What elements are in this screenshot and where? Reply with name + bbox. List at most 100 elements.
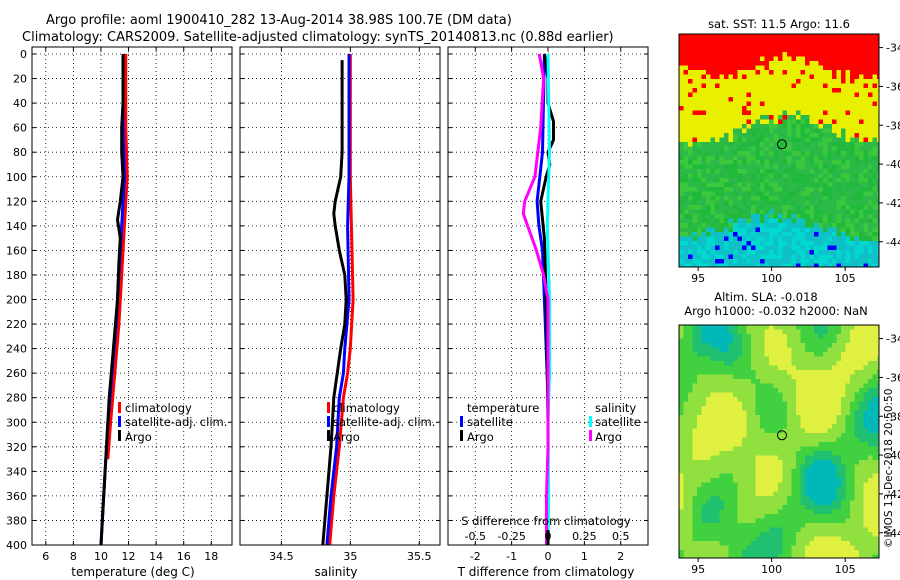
map-cell [836, 365, 842, 371]
map-cell [760, 473, 765, 479]
map-cell [751, 101, 756, 107]
map-cell [796, 128, 801, 134]
map-cell [863, 52, 869, 57]
map-cell [827, 214, 833, 219]
map-cell [715, 83, 720, 89]
map-cell [778, 446, 783, 452]
map-cell [791, 119, 797, 125]
map-cell [787, 119, 792, 125]
map-cell [728, 79, 734, 84]
map-cell [764, 496, 770, 501]
map-cell [764, 473, 770, 479]
map-cell [755, 455, 761, 461]
map-cell [782, 214, 788, 219]
map-cell [746, 446, 752, 452]
map-cell [679, 446, 684, 452]
map-cell [728, 110, 734, 116]
map-cell [827, 482, 833, 488]
map-cell [706, 227, 711, 233]
map-cell [683, 334, 689, 339]
map-cell [859, 388, 864, 393]
map-cell [836, 47, 842, 53]
map-cell [832, 218, 837, 224]
map-cell [818, 545, 824, 551]
map-cell [868, 137, 873, 143]
map-cell [778, 518, 783, 524]
map-cell [868, 460, 873, 465]
map-cell [800, 200, 806, 206]
map-cell [818, 464, 824, 470]
map-cell [796, 514, 801, 519]
map-cell [854, 52, 860, 57]
map-cell [746, 514, 752, 519]
map-cell [778, 263, 783, 267]
map-cell [832, 532, 837, 537]
map-cell [769, 119, 774, 125]
map-cell [746, 365, 752, 371]
map-cell [697, 509, 702, 515]
map-cell [836, 115, 842, 120]
map-cell [863, 43, 869, 48]
map-cell [863, 133, 869, 138]
map-cell [796, 379, 801, 384]
map-cell [832, 65, 837, 71]
map-cell [764, 514, 770, 519]
map-cell [715, 79, 720, 84]
map-cell [859, 505, 864, 510]
map-cell [701, 155, 707, 161]
map-cell [692, 151, 698, 156]
map-cell [710, 352, 716, 357]
map-cell [823, 182, 828, 188]
map-cell [764, 146, 770, 152]
map-cell [719, 119, 725, 125]
map-cell [773, 527, 779, 533]
map-cell [877, 110, 879, 116]
map-cell [724, 187, 729, 192]
map-cell [800, 410, 806, 416]
map-cell [764, 137, 770, 143]
y-tick-label: 200 [6, 294, 27, 307]
map-cell [742, 79, 747, 84]
y-tick-label: 160 [6, 244, 27, 257]
map-cell [872, 532, 878, 537]
map-cell [728, 460, 734, 465]
map-cell [850, 160, 855, 165]
map-cell [710, 356, 716, 362]
map-cell [746, 88, 752, 93]
map-cell [697, 142, 702, 147]
map-cell [841, 410, 846, 416]
map-cell [845, 374, 851, 380]
map-cell [683, 56, 689, 62]
map-cell [746, 65, 752, 71]
map-cell [782, 388, 788, 393]
map-cell [769, 424, 774, 429]
map-cell [836, 254, 842, 260]
map-cell [742, 482, 747, 488]
map-cell [827, 88, 833, 93]
map-cell [809, 433, 815, 438]
map-cell [733, 536, 738, 542]
map-cell [688, 146, 693, 152]
map-cell [782, 164, 788, 170]
map-cell [800, 101, 806, 107]
title-line-2: Climatology: CARS2009. Satellite-adjuste… [22, 30, 614, 45]
map-cell [845, 83, 851, 89]
map-cell [832, 379, 837, 384]
map-cell [787, 263, 792, 267]
map-cell [706, 460, 711, 465]
map-cell [746, 97, 752, 102]
legend-argo: Argo [333, 430, 360, 444]
map-cell [836, 83, 842, 89]
map-cell [746, 473, 752, 479]
map-cell [773, 392, 779, 398]
map-cell [859, 469, 864, 474]
map-cell [692, 500, 698, 506]
map-cell [850, 128, 855, 134]
map-cell [877, 428, 879, 434]
map-cell [755, 329, 761, 335]
map-cell [706, 83, 711, 89]
map-cell [809, 478, 815, 483]
map-cell [692, 191, 698, 197]
map-cell [688, 43, 693, 48]
